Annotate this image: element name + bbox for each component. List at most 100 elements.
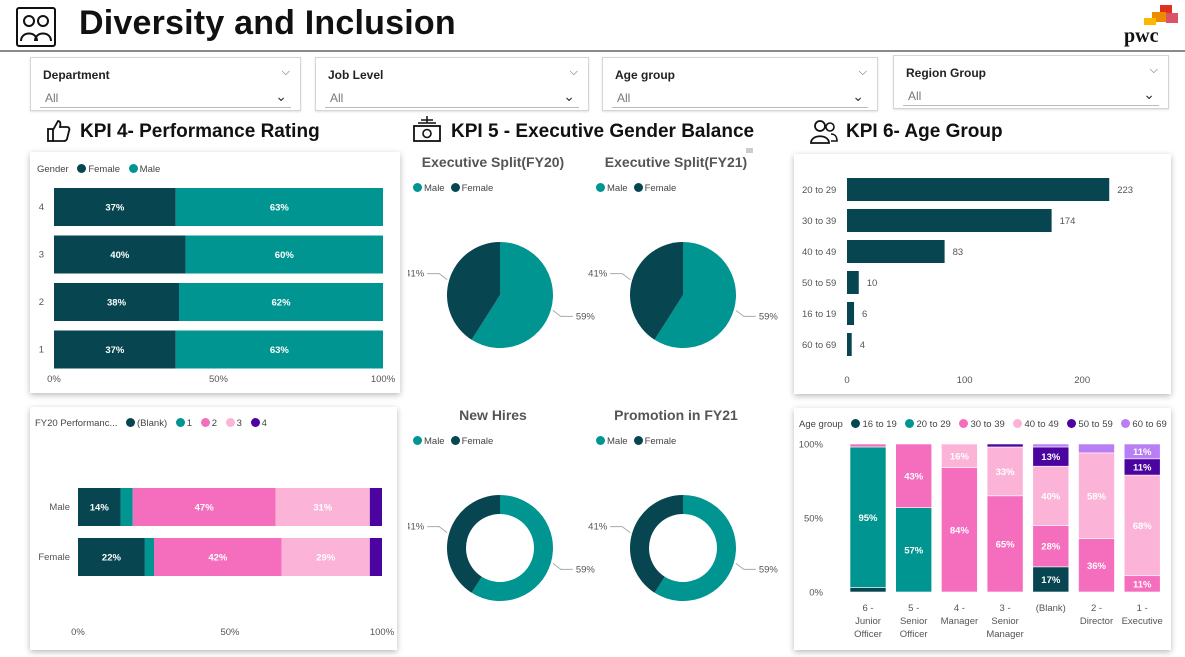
column-segment bbox=[986, 446, 1024, 497]
legend-item-male[interactable]: Male bbox=[596, 183, 628, 194]
chevron-down-icon[interactable]: ⌄ bbox=[563, 88, 575, 104]
bar-segment bbox=[281, 538, 370, 576]
pie-title: Promotion in FY21 bbox=[614, 407, 738, 423]
leader-line bbox=[552, 562, 573, 570]
bar-segment bbox=[275, 488, 370, 526]
visual-options-handle[interactable] bbox=[746, 148, 753, 153]
legend-item-30-39[interactable]: 30 to 39 bbox=[959, 419, 1005, 430]
legend-item-male[interactable]: Male bbox=[413, 183, 445, 194]
legend-item-male[interactable]: Male bbox=[128, 164, 161, 175]
pie-slice bbox=[447, 242, 500, 340]
bar-segment bbox=[144, 538, 154, 576]
department-dropdown[interactable]: All ⌄ bbox=[40, 88, 291, 108]
bar-segment bbox=[179, 283, 383, 321]
legend-item-40-49[interactable]: 40 to 49 bbox=[1013, 419, 1059, 430]
legend-item-20-29[interactable]: 20 to 29 bbox=[905, 419, 951, 430]
fy20-performance-stacked-bar-chart: Male 14% 47% 31% Female 22% 42% 29% 0% 50% 100% bbox=[38, 488, 395, 638]
pie-title: New Hires bbox=[459, 407, 527, 423]
column-segment bbox=[986, 495, 1024, 593]
column-segment bbox=[895, 507, 932, 593]
chevron-down-icon[interactable]: ⌵ bbox=[1149, 64, 1158, 76]
column-segment bbox=[1032, 525, 1070, 568]
bar-segment bbox=[369, 488, 382, 526]
diversity-logo-icon bbox=[16, 7, 56, 47]
category-label: 16 to 19 bbox=[802, 309, 836, 320]
legend-label: 4 bbox=[261, 418, 267, 429]
bar-segment bbox=[369, 538, 382, 576]
age-group-dropdown[interactable]: All ⌄ bbox=[612, 88, 868, 108]
chart-legend: Male Female bbox=[413, 436, 499, 447]
data-label: 83 bbox=[953, 247, 964, 258]
chevron-down-icon[interactable]: ⌄ bbox=[275, 88, 287, 104]
bar-segment bbox=[132, 488, 276, 526]
department-slicer[interactable]: Department ⌵ All ⌄ bbox=[30, 57, 301, 111]
legend-item-1[interactable]: 1 bbox=[175, 418, 192, 429]
data-label: 29% bbox=[316, 553, 336, 564]
legend-item-male[interactable]: Male bbox=[413, 436, 445, 447]
legend-item-blank[interactable]: (Blank) bbox=[126, 418, 167, 429]
category-label: Manager bbox=[986, 629, 1024, 640]
legend-item-4[interactable]: 4 bbox=[250, 418, 267, 429]
chevron-down-icon[interactable]: ⌄ bbox=[852, 88, 864, 104]
axis-tick-label: 100 bbox=[957, 375, 973, 386]
legend-item-60-69[interactable]: 60 to 69 bbox=[1121, 419, 1167, 430]
legend-item-female[interactable]: Female bbox=[450, 436, 493, 447]
age-group-slicer[interactable]: Age group ⌵ All ⌄ bbox=[602, 57, 878, 111]
category-label: Director bbox=[1080, 616, 1113, 627]
data-label: 17% bbox=[1041, 575, 1061, 586]
age-group-count-chart-card[interactable]: 20 to 29 223 30 to 39 174 40 to 49 83 50 to 59… bbox=[794, 154, 1171, 394]
users-icon bbox=[810, 119, 838, 144]
legend-item-male[interactable]: Male bbox=[596, 436, 628, 447]
bar bbox=[847, 333, 852, 356]
donut-slice bbox=[654, 495, 736, 601]
legend-item-50-59[interactable]: 50 to 59 bbox=[1067, 419, 1113, 430]
legend-item-16-19[interactable]: 16 to 19 bbox=[851, 419, 897, 430]
pie-slice bbox=[630, 242, 683, 340]
performance-rating-chart-card[interactable]: Gender Female Male 4 37% 63% 3 40% 60% 2 38% 62%… bbox=[30, 152, 400, 393]
kpi6-title: KPI 6- Age Group bbox=[846, 121, 1003, 142]
legend-item-female[interactable]: Female bbox=[450, 183, 494, 194]
category-label: 4 bbox=[39, 202, 44, 213]
legend-label: Female bbox=[461, 183, 494, 194]
bar-segment bbox=[78, 488, 121, 526]
fy20-performance-chart-card[interactable]: FY20 Performanc... (Blank) 1 2 3 4 Male 1… bbox=[30, 407, 397, 650]
legend-item-female[interactable]: Female bbox=[633, 436, 676, 447]
chevron-down-icon[interactable]: ⌵ bbox=[858, 66, 867, 78]
chevron-down-icon[interactable]: ⌵ bbox=[569, 66, 578, 78]
chevron-down-icon[interactable]: ⌵ bbox=[281, 66, 290, 78]
legend-label: 16 to 19 bbox=[862, 419, 897, 430]
legend-item-3[interactable]: 3 bbox=[225, 418, 242, 429]
region-group-slicer[interactable]: Region Group ⌵ All ⌄ bbox=[893, 55, 1169, 109]
data-label: 13% bbox=[1041, 452, 1061, 463]
slicer-title: Job Level bbox=[328, 68, 384, 82]
category-label: Officer bbox=[854, 629, 882, 640]
bar-segment bbox=[54, 283, 180, 321]
category-label: 4 - bbox=[954, 603, 965, 614]
kpi5-title: KPI 5 - Executive Gender Balance bbox=[451, 121, 755, 142]
executive-gender-panel: Executive Split(FY20) Executive Split(FY… bbox=[408, 147, 788, 652]
leader-line bbox=[610, 526, 631, 534]
legend-item-female[interactable]: Female bbox=[633, 183, 676, 194]
category-label: 1 - bbox=[1137, 603, 1148, 614]
bar-segment bbox=[78, 538, 145, 576]
data-label: 62% bbox=[272, 298, 292, 309]
data-label: 42% bbox=[208, 553, 228, 564]
legend-label: (Blank) bbox=[137, 418, 168, 429]
column-segment bbox=[1078, 452, 1115, 540]
legend-label: Male bbox=[139, 164, 161, 175]
job-level-slicer[interactable]: Job Level ⌵ All ⌄ bbox=[315, 57, 589, 111]
legend-item-2[interactable]: 2 bbox=[200, 418, 217, 429]
category-label: Male bbox=[49, 502, 70, 513]
column-segment bbox=[1123, 474, 1161, 577]
job-level-dropdown[interactable]: All ⌄ bbox=[325, 88, 579, 108]
region-group-dropdown[interactable]: All ⌄ bbox=[903, 86, 1159, 106]
legend-label: 30 to 39 bbox=[970, 419, 1005, 430]
chevron-down-icon[interactable]: ⌄ bbox=[1143, 86, 1155, 102]
legend-item-female[interactable]: Female bbox=[77, 164, 120, 175]
axis-tick-label: 0 bbox=[844, 375, 849, 386]
chart-legend: Gender Female Male bbox=[37, 164, 166, 175]
column-segment bbox=[1032, 465, 1070, 526]
age-by-level-chart-card[interactable]: Age group 16 to 19 20 to 29 30 to 39 40 … bbox=[794, 408, 1171, 650]
column-segment bbox=[1078, 538, 1115, 593]
data-label: 14% bbox=[90, 503, 110, 514]
